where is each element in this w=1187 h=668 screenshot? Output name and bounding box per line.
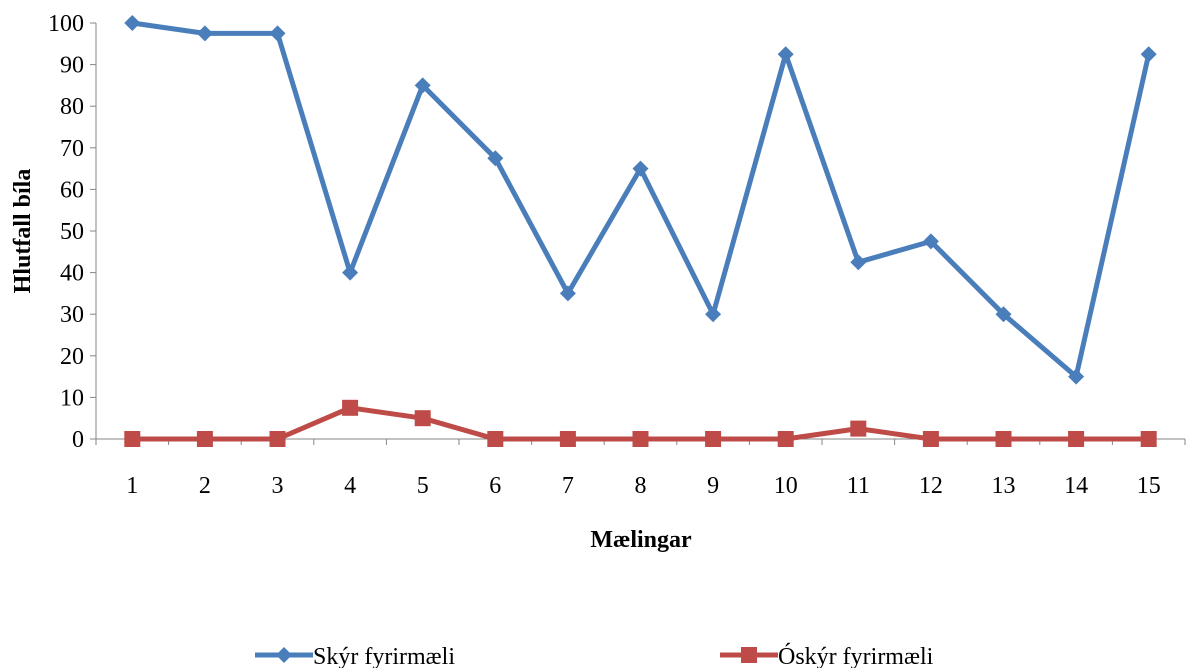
y-tick-label: 50 <box>60 219 84 245</box>
x-tick-label: 5 <box>417 473 429 499</box>
data-point-diamond <box>342 264 359 281</box>
data-point-diamond <box>995 306 1012 323</box>
data-point-square <box>342 399 359 416</box>
x-tick-label: 1 <box>126 473 138 499</box>
x-tick-label: 8 <box>635 473 647 499</box>
y-tick-label: 30 <box>60 302 84 328</box>
y-tick-label: 0 <box>72 427 84 453</box>
data-point-diamond <box>1068 368 1085 385</box>
series-line <box>129 20 1152 380</box>
x-tick-label: 9 <box>707 473 719 499</box>
data-point-square <box>414 410 431 427</box>
legend-label: Skýr fyrirmæli <box>313 644 455 668</box>
data-point-square <box>632 431 649 447</box>
legend-swatch-marker <box>276 647 292 663</box>
x-tick-label: 3 <box>272 473 284 499</box>
y-tick-label: 80 <box>60 94 84 120</box>
y-tick-label: 20 <box>60 344 84 370</box>
data-point-diamond <box>124 15 141 31</box>
x-axis-ticks: 1 2 3 4 5 6 7 8 9 10 11 12 13 14 15 <box>95 439 1186 499</box>
x-tick-label: 13 <box>992 473 1016 499</box>
data-point-diamond <box>269 25 286 42</box>
data-point-diamond <box>414 77 431 94</box>
series-layer <box>124 15 1157 447</box>
data-point-square <box>487 431 504 447</box>
x-tick-label: 12 <box>919 473 943 499</box>
series-2 <box>124 399 1157 447</box>
data-point-square <box>922 431 939 447</box>
x-tick-label: 10 <box>774 473 798 499</box>
y-tick-label: 100 <box>48 11 84 37</box>
data-point-diamond <box>559 285 576 302</box>
data-point-square <box>995 431 1012 447</box>
data-point-diamond <box>487 150 504 167</box>
x-tick-label: 11 <box>847 473 870 499</box>
y-tick-label: 90 <box>60 53 84 79</box>
data-point-diamond <box>705 306 722 323</box>
data-point-diamond <box>850 254 867 271</box>
x-axis-title: Mælingar <box>590 527 692 553</box>
y-tick-label: 10 <box>60 385 84 411</box>
y-tick-label: 40 <box>60 261 84 287</box>
y-tick-label: 70 <box>60 136 84 162</box>
data-point-square <box>196 431 213 447</box>
x-tick-label: 14 <box>1064 473 1088 499</box>
data-point-square <box>124 431 141 447</box>
data-point-square <box>1140 431 1157 447</box>
x-tick-label: 4 <box>344 473 356 499</box>
data-point-diamond <box>922 233 939 250</box>
data-point-square <box>705 431 722 447</box>
legend-item-1: Skýr fyrirmæli <box>255 644 455 668</box>
data-point-square <box>777 431 794 447</box>
legend: Skýr fyrirmæli Óskýr fyrirmæli <box>255 643 934 668</box>
axes <box>95 23 1185 440</box>
data-point-square <box>269 431 286 447</box>
data-point-square <box>850 420 867 437</box>
x-tick-label: 6 <box>489 473 501 499</box>
data-point-diamond <box>196 25 213 42</box>
legend-swatch-marker <box>741 647 757 663</box>
legend-item-2: Óskýr fyrirmæli <box>720 643 934 668</box>
y-tick-label: 60 <box>60 177 84 203</box>
series-1 <box>124 15 1157 385</box>
y-axis-title: Hlutfall bíla <box>10 169 36 294</box>
x-tick-label: 2 <box>199 473 211 499</box>
data-point-diamond <box>1140 46 1157 63</box>
x-tick-label: 15 <box>1137 473 1161 499</box>
data-point-diamond <box>777 46 794 63</box>
data-point-diamond <box>632 160 649 177</box>
legend-label: Óskýr fyrirmæli <box>778 643 934 668</box>
x-tick-label: 7 <box>562 473 574 499</box>
data-point-square <box>559 431 576 447</box>
y-axis-ticks: 0 10 20 30 40 50 60 70 80 90 100 <box>48 11 96 453</box>
data-point-square <box>1068 431 1085 447</box>
